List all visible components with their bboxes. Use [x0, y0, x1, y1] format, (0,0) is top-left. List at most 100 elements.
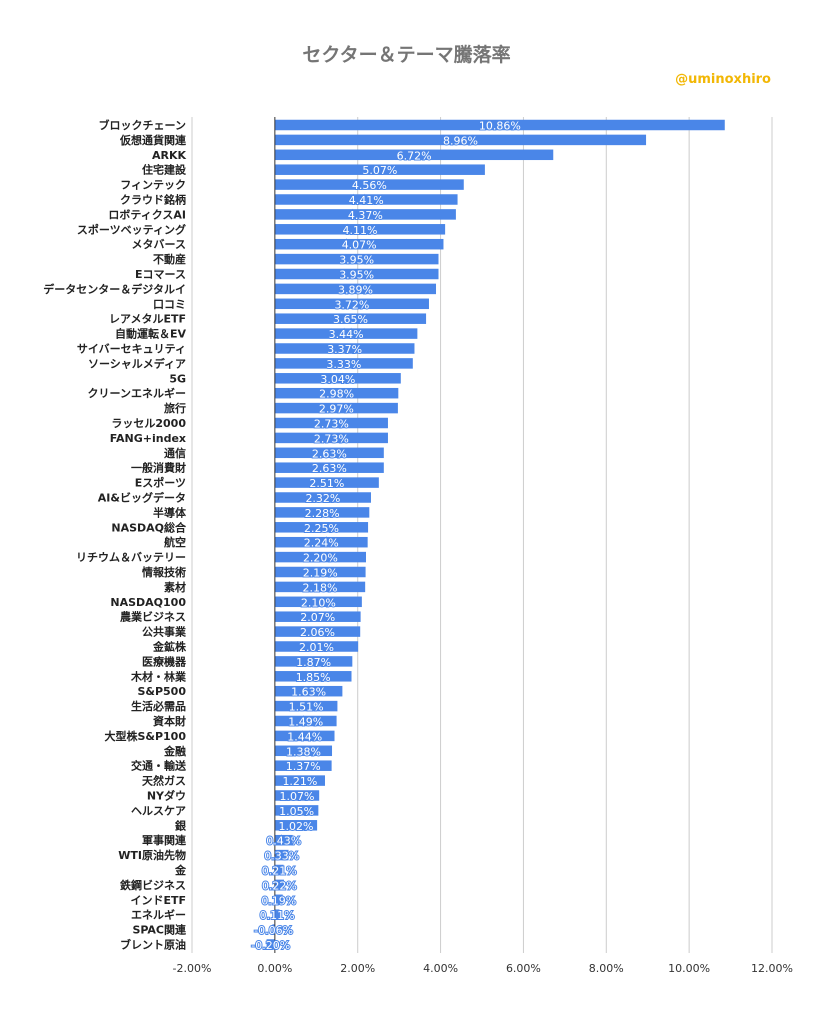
- bar: [274, 760, 332, 771]
- data-label: 1.85%: [296, 671, 331, 684]
- x-tick-label: 4.00%: [423, 962, 458, 975]
- chart-title: セクター＆テーマ騰落率: [302, 44, 511, 66]
- bar: [274, 194, 458, 205]
- bar: [274, 671, 352, 682]
- bar: [274, 849, 289, 861]
- data-label: 10.86%: [479, 120, 521, 133]
- x-tick-label: 10.00%: [668, 962, 710, 975]
- data-label: 4.37%: [348, 209, 383, 222]
- data-label: -0.06%: [254, 924, 293, 937]
- category-label: 天然ガス: [142, 774, 186, 788]
- bar: [274, 387, 399, 399]
- category-label: WTI原油先物: [118, 848, 186, 862]
- x-tick-label: 8.00%: [589, 962, 624, 975]
- category-label: 口コミ: [153, 298, 186, 311]
- category-label: SPAC関連: [132, 923, 187, 937]
- data-label: 2.18%: [303, 581, 338, 594]
- data-label: 6.72%: [397, 149, 432, 162]
- axes: -2.00% 0.00% 2.00% 4.00% 6.00% 8.00% 10.00% 12.…: [173, 117, 793, 975]
- data-label: 2.63%: [312, 447, 347, 460]
- bar: [274, 179, 464, 190]
- category-label: 通信: [164, 446, 186, 460]
- category-label: フィンテック: [120, 179, 186, 192]
- bar: [274, 551, 366, 563]
- bar: [274, 626, 361, 637]
- bar: [274, 373, 401, 384]
- bar: [274, 894, 283, 906]
- category-label: レアメタルETF: [109, 313, 186, 326]
- category-label: 資本財: [153, 714, 186, 728]
- bar: [274, 834, 293, 846]
- bar: [274, 477, 379, 488]
- bar: [274, 447, 384, 459]
- data-label: 0.43%: [266, 835, 301, 848]
- category-label: 半導体: [153, 505, 187, 519]
- data-label: 2.10%: [301, 596, 336, 609]
- category-label: ヘルスケア: [131, 804, 186, 817]
- category-label: 交通・輸送: [131, 759, 187, 773]
- data-label: 1.05%: [279, 805, 314, 818]
- bar: [274, 164, 485, 175]
- bar: [274, 328, 418, 339]
- category-label: クラウド銘柄: [120, 193, 186, 207]
- data-label: 0.11%: [260, 909, 295, 922]
- data-label: 4.41%: [349, 194, 384, 207]
- category-label: データセンター＆デジタルイ: [43, 282, 186, 296]
- data-label: 1.38%: [286, 745, 321, 758]
- bar: [274, 596, 362, 608]
- data-label: 2.73%: [314, 418, 349, 431]
- data-label: 0.33%: [264, 850, 299, 863]
- category-label: 銀: [175, 818, 186, 832]
- data-label: 3.44%: [329, 328, 364, 341]
- category-label: 木材・林業: [130, 669, 187, 683]
- bar: [274, 581, 366, 593]
- data-label: 2.98%: [319, 388, 354, 401]
- category-label: 旅行: [164, 401, 186, 415]
- bar: [274, 134, 647, 146]
- category-label: 仮想通貨関連: [119, 133, 187, 147]
- bar: [274, 432, 388, 444]
- bar: [274, 462, 384, 473]
- category-label: NASDAQ100: [110, 596, 186, 609]
- category-label: インドETF: [130, 894, 186, 907]
- data-label: 5.07%: [362, 164, 397, 177]
- x-tick-label: -2.00%: [173, 962, 212, 975]
- bar: [274, 820, 318, 831]
- data-label: 4.11%: [343, 224, 378, 237]
- category-label: AI&ビッグデータ: [98, 491, 186, 505]
- bar: [274, 775, 325, 786]
- bar: [274, 119, 725, 131]
- data-label: 2.73%: [314, 432, 349, 445]
- bar: [274, 566, 366, 578]
- data-label: 4.56%: [352, 179, 387, 192]
- bar: [274, 790, 320, 801]
- category-label: Eコマース: [135, 268, 186, 281]
- data-label: 1.02%: [279, 820, 314, 833]
- category-label: ブレント原油: [120, 938, 186, 952]
- category-label: S&P500: [137, 685, 186, 698]
- data-label: 2.19%: [303, 567, 338, 580]
- category-label: 金: [174, 863, 187, 877]
- category-label: 大型株S&P100: [104, 729, 186, 743]
- category-label: ロボティクスAI: [108, 207, 186, 221]
- category-label: 航空: [164, 535, 186, 549]
- data-label: 3.04%: [320, 373, 355, 386]
- bar: [272, 924, 275, 935]
- bars: [266, 119, 725, 950]
- data-label: 2.20%: [303, 552, 338, 565]
- bar: [274, 209, 456, 220]
- bar: [274, 492, 371, 503]
- category-label: 一般消費財: [131, 461, 186, 475]
- data-label: 1.87%: [296, 656, 331, 669]
- bar: [274, 149, 554, 161]
- bar: [274, 864, 284, 876]
- category-label: 情報技術: [142, 565, 186, 579]
- bar: [274, 879, 284, 891]
- bar: [274, 611, 361, 622]
- data-label: 1.63%: [291, 686, 326, 699]
- x-tick-label: 12.00%: [751, 962, 793, 975]
- category-label: 不動産: [153, 252, 186, 266]
- category-label: 自動運転＆EV: [115, 327, 187, 341]
- data-label: 1.21%: [282, 775, 317, 788]
